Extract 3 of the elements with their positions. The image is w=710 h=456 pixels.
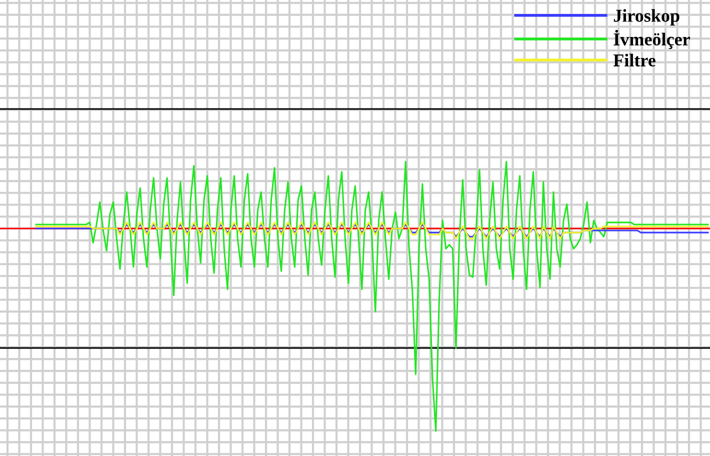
legend-label: İvmeölçer	[614, 30, 690, 50]
legend-label: Filtre	[613, 54, 656, 66]
legend-label: Jiroskop	[614, 9, 680, 26]
